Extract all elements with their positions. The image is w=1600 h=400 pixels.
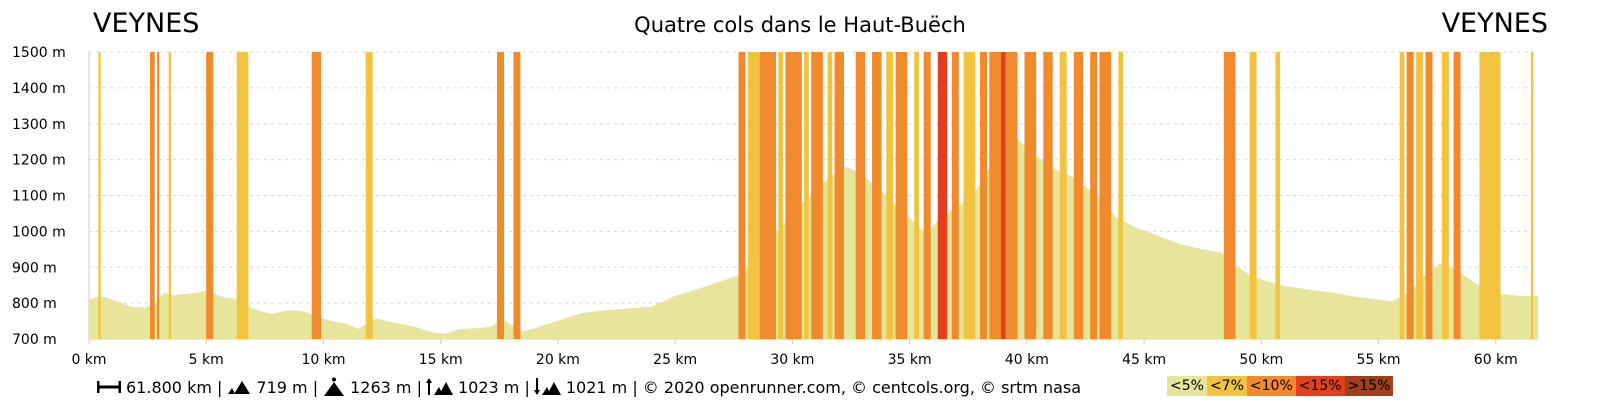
elevation-gain-icon: [228, 381, 251, 394]
slope-band: [311, 52, 322, 339]
slope-band: [497, 52, 504, 339]
x-tick-label: 10 km: [301, 352, 345, 368]
slope-band: [827, 52, 833, 339]
slope-band: [855, 52, 866, 339]
y-tick-label: 1500 m: [12, 45, 66, 61]
slope-band: [157, 52, 160, 339]
legend-item: <5%: [1167, 376, 1207, 396]
slope-band: [989, 52, 1004, 339]
descent-icon: [533, 378, 561, 395]
x-axis: 0 km 5 km 10 km 15 km 20 km 25 km 30 km 35 km 40…: [71, 338, 1538, 368]
slope-band: [963, 52, 976, 339]
y-axis: 700 m 800 m 900 m 1000 m 1100 m 1200 m 1300 m 1…: [12, 45, 90, 348]
distance-icon: [97, 381, 121, 393]
x-tick-label: 20 km: [536, 352, 580, 368]
slope-band: [1099, 52, 1112, 339]
slope-band: [1024, 52, 1037, 339]
slope-band: [1399, 52, 1405, 339]
ascent-icon: [425, 378, 453, 395]
slope-band: [937, 52, 948, 339]
descent-value: 1021 m | © 2020 openrunner.com, © centco…: [565, 377, 1082, 397]
y-tick-label: 1300 m: [12, 117, 66, 133]
slope-band: [1406, 52, 1414, 339]
slope-band: [1223, 52, 1236, 339]
legend-item: >15%: [1344, 376, 1394, 396]
x-tick-label: 50 km: [1239, 352, 1283, 368]
slope-band: [1073, 52, 1084, 339]
x-tick-label: 35 km: [888, 352, 932, 368]
x-tick-label: 55 km: [1357, 352, 1401, 368]
y-tick-label: 1100 m: [12, 189, 66, 205]
slope-band: [1001, 52, 1006, 339]
slope-band: [778, 52, 783, 339]
chart-title: Quatre cols dans le Haut-Buëch: [634, 13, 966, 37]
elevation-gain-value: 719 m |: [256, 377, 319, 397]
x-tick-label: 60 km: [1474, 352, 1518, 368]
ascent-value: 1023 m |: [457, 377, 530, 397]
x-tick-label: 40 km: [1005, 352, 1049, 368]
start-location-label: VEYNES: [93, 8, 200, 39]
slope-band: [98, 52, 101, 339]
slope-band: [1425, 52, 1433, 339]
total-distance: 61.800 km |: [126, 377, 223, 397]
legend-item: <15%: [1295, 376, 1345, 396]
slope-band: [785, 52, 802, 339]
slope-legend: <5% <7% <10% <15% >15%: [1167, 376, 1394, 396]
x-tick-label: 30 km: [770, 352, 814, 368]
slope-band: [886, 52, 894, 339]
max-altitude-icon: [324, 377, 345, 396]
y-tick-label: 1400 m: [12, 81, 66, 97]
x-tick-label: 5 km: [189, 352, 224, 368]
slope-band: [895, 52, 908, 339]
slope-band: [872, 52, 882, 339]
slope-band: [980, 52, 987, 339]
max-altitude-value: 1263 m |: [350, 377, 422, 397]
slope-band: [1005, 52, 1018, 339]
route-stats: 61.800 km | 719 m | 1263 m | 1023 m | 10…: [96, 377, 1081, 397]
slope-band: [747, 52, 760, 339]
slope-band: [834, 52, 844, 339]
slope-band: [1118, 52, 1123, 339]
slope-band: [1043, 52, 1053, 339]
y-tick-label: 1200 m: [12, 153, 66, 169]
slope-band: [1275, 52, 1281, 339]
slope-band: [1090, 52, 1098, 339]
x-tick-label: 15 km: [419, 352, 463, 368]
slope-band: [365, 52, 373, 339]
y-tick-label: 800 m: [12, 296, 57, 312]
end-location-label: VEYNES: [1441, 8, 1548, 39]
slope-band: [923, 52, 931, 339]
slope-bands: [98, 52, 1534, 339]
slope-band: [236, 52, 249, 339]
y-tick-label: 1000 m: [12, 224, 66, 240]
slope-band: [1059, 52, 1067, 339]
slope-band: [1249, 52, 1257, 339]
x-tick-label: 25 km: [653, 352, 697, 368]
slope-band: [1531, 52, 1534, 339]
y-tick-label: 700 m: [12, 332, 57, 348]
slope-band: [804, 52, 809, 339]
slope-band: [951, 52, 959, 339]
y-tick-label: 900 m: [12, 260, 57, 276]
slope-band: [811, 52, 823, 339]
x-tick-label: 45 km: [1122, 352, 1166, 368]
slope-band: [150, 52, 155, 339]
slope-band: [513, 52, 521, 339]
slope-band: [1479, 52, 1501, 339]
slope-band: [168, 52, 171, 339]
slope-band: [1416, 52, 1424, 339]
slope-band: [206, 52, 214, 339]
slope-band: [1453, 52, 1461, 339]
x-tick-label: 0 km: [71, 352, 106, 368]
slope-band: [1441, 52, 1449, 339]
slope-band: [914, 52, 919, 339]
slope-band: [759, 52, 776, 339]
legend-item: <7%: [1206, 376, 1247, 396]
legend-item: <10%: [1246, 376, 1296, 396]
slope-band: [738, 52, 746, 339]
